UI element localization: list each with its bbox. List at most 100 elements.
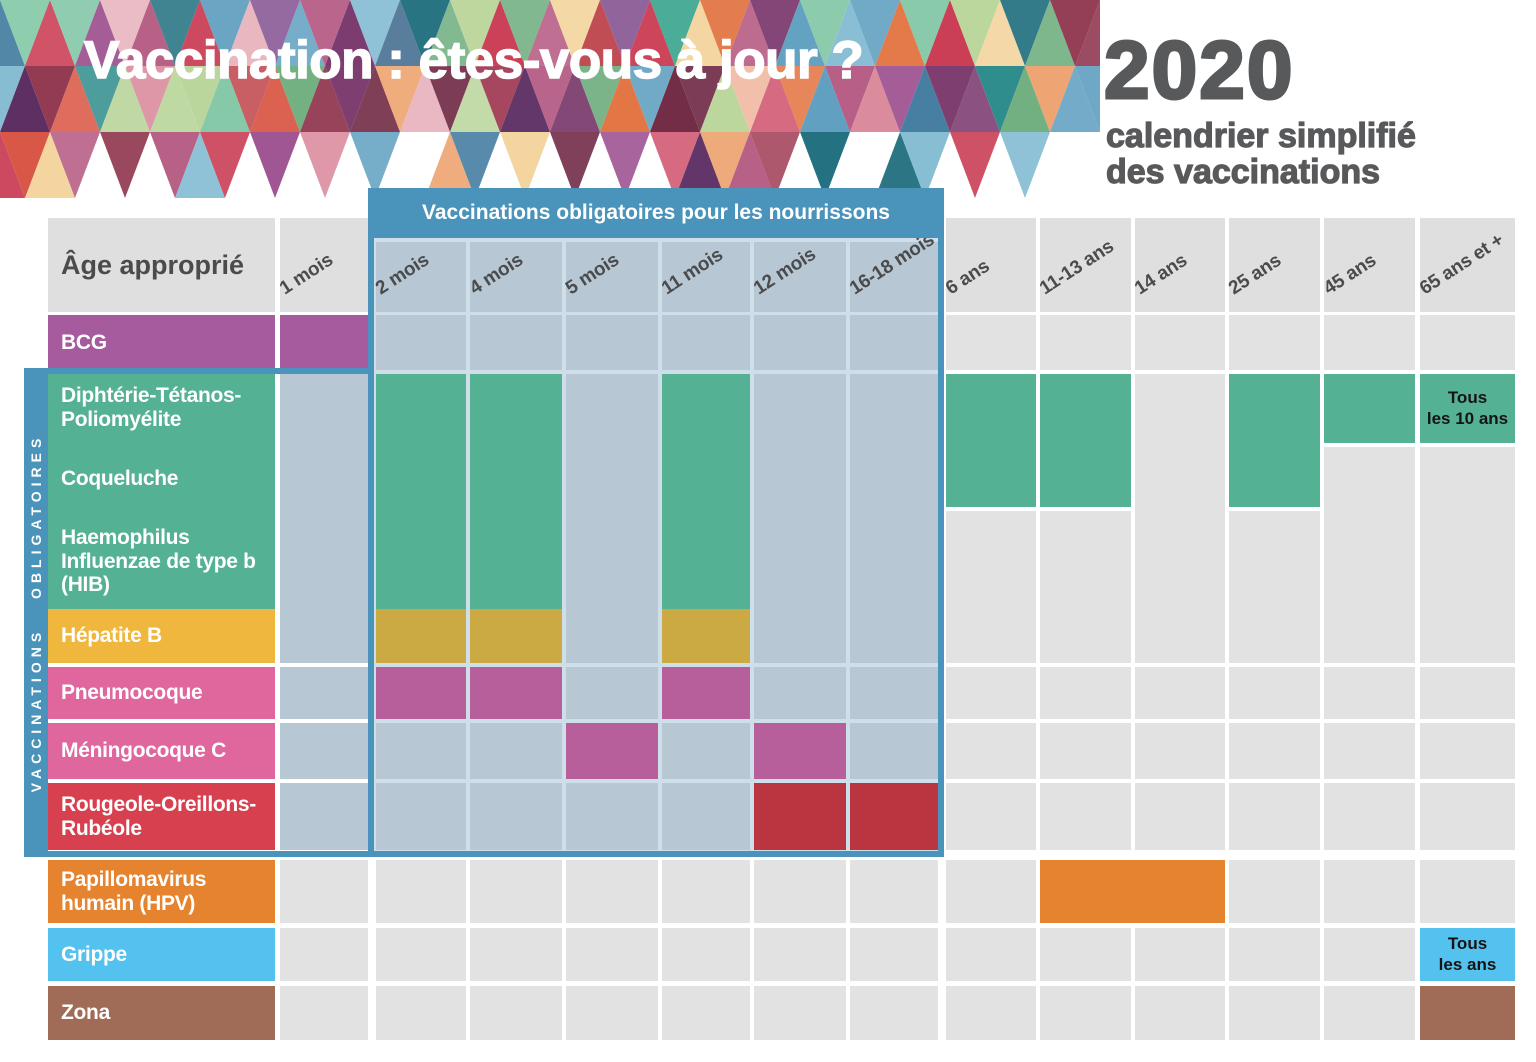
page-title: Vaccination : êtes-vous à jour ?	[83, 30, 864, 91]
booster-cell-dtp-every-10-years: Tous les 10 ans	[1420, 374, 1515, 443]
empty-cell	[1135, 986, 1225, 1040]
empty-cell	[946, 928, 1036, 981]
empty-cell	[280, 667, 368, 719]
empty-cell	[1420, 315, 1515, 370]
dose-cell-grippe: Tous les ans	[1420, 928, 1515, 981]
empty-cell	[376, 315, 466, 370]
empty-cell	[1420, 723, 1515, 779]
side-frame-top-line	[48, 368, 368, 374]
empty-cell	[1229, 723, 1320, 779]
empty-cell	[1324, 667, 1415, 719]
empty-cell	[1040, 511, 1131, 609]
dose-cell-meningocoque_c	[566, 723, 658, 779]
empty-cell	[566, 374, 658, 609]
empty-cell	[1229, 928, 1320, 981]
age-column-label: 6 ans	[942, 255, 994, 300]
age-column-label: 14 ans	[1131, 249, 1192, 300]
year-label: 2020	[1102, 25, 1295, 116]
empty-cell	[1420, 447, 1515, 609]
age-column-header-cell: 6 ans	[942, 218, 1036, 312]
empty-cell	[470, 860, 562, 923]
age-column-header-cell: 45 ans	[1320, 218, 1415, 312]
empty-cell	[1135, 374, 1225, 609]
empty-cell	[754, 860, 846, 923]
row-label-hepatite_b: Hépatite B	[48, 609, 275, 663]
empty-cell	[1040, 783, 1131, 850]
row-label: Diphtérie-Tétanos- Poliomyélite	[61, 384, 242, 431]
row-label: Coqueluche	[61, 466, 179, 490]
dose-cell-hepatite_b	[376, 609, 466, 663]
empty-cell	[280, 374, 368, 609]
booster-cell-dtp-coqueluche	[1040, 374, 1131, 507]
age-column-label: 65 ans et +	[1416, 229, 1508, 300]
empty-cell	[662, 783, 750, 850]
empty-cell	[376, 860, 466, 923]
dose-cell-hepatite_b	[662, 609, 750, 663]
age-header-label: Âge approprié	[61, 249, 245, 280]
empty-cell	[280, 783, 368, 850]
empty-cell	[1420, 609, 1515, 663]
empty-cell	[566, 860, 658, 923]
dose-cell-ror	[850, 783, 938, 850]
empty-cell	[1324, 723, 1415, 779]
empty-cell	[1135, 783, 1225, 850]
age-column-header-cell: 12 mois	[750, 242, 846, 312]
empty-cell	[946, 511, 1036, 609]
empty-cell	[1324, 783, 1415, 850]
empty-cell	[280, 928, 368, 981]
empty-cell	[1324, 986, 1415, 1040]
age-column-header-cell: 11-13 ans	[1036, 218, 1131, 312]
empty-cell	[280, 860, 368, 923]
empty-cell	[1135, 928, 1225, 981]
empty-cell	[850, 609, 938, 663]
empty-cell	[280, 986, 368, 1040]
empty-cell	[280, 723, 368, 779]
dose-cell-pneumocoque	[376, 667, 466, 719]
empty-cell	[566, 609, 658, 663]
row-label-dtp-group: Diphtérie-Tétanos- Poliomyélite Coqueluch…	[48, 374, 275, 609]
empty-cell	[1229, 667, 1320, 719]
empty-cell	[1420, 667, 1515, 719]
empty-cell	[376, 986, 466, 1040]
empty-cell	[470, 986, 562, 1040]
age-header-cell: Âge approprié	[48, 218, 275, 312]
row-label-grippe: Grippe	[48, 928, 275, 981]
row-label: Rougeole-Oreillons- Rubéole	[61, 792, 256, 840]
empty-cell	[1229, 986, 1320, 1040]
row-label: Grippe	[61, 942, 127, 966]
empty-cell	[566, 667, 658, 719]
empty-cell	[566, 928, 658, 981]
empty-cell	[1040, 723, 1131, 779]
row-label: Hépatite B	[61, 624, 162, 648]
empty-cell	[1135, 315, 1225, 370]
age-column-header-cell: 16-18 mois	[846, 229, 938, 312]
empty-cell	[946, 609, 1036, 663]
empty-cell	[754, 609, 846, 663]
empty-cell	[662, 723, 750, 779]
empty-cell	[1040, 609, 1131, 663]
empty-cell	[1420, 860, 1515, 923]
dose-cell-meningocoque_c	[754, 723, 846, 779]
empty-cell	[1040, 928, 1131, 981]
age-column-label: 1 mois	[276, 249, 337, 300]
empty-cell	[566, 315, 658, 370]
row-label: Papillomavirus humain (HPV)	[61, 867, 207, 915]
empty-cell	[1229, 511, 1320, 609]
booster-note: Tous les 10 ans	[1426, 388, 1509, 428]
empty-cell	[376, 928, 466, 981]
row-label-hpv: Papillomavirus humain (HPV)	[48, 860, 275, 923]
row-label-ror: Rougeole-Oreillons- Rubéole	[48, 783, 275, 850]
booster-cell-dtp-coqueluche	[1229, 374, 1320, 507]
row-label: Haemophilus Influenzae de type b (HIB)	[61, 526, 256, 597]
empty-cell	[1324, 860, 1415, 923]
row-label-meningocoque_c: Méningocoque C	[48, 723, 275, 779]
dose-note: Tous les ans	[1438, 934, 1497, 974]
empty-cell	[470, 928, 562, 981]
row-label-pneumocoque: Pneumocoque	[48, 667, 275, 719]
empty-cell	[470, 315, 562, 370]
age-column-label: 11-13 ans	[1036, 235, 1118, 300]
empty-cell	[946, 723, 1036, 779]
dose-cell-dtp	[376, 374, 466, 609]
booster-cell-dtp	[1324, 374, 1415, 443]
empty-cell	[566, 783, 658, 850]
